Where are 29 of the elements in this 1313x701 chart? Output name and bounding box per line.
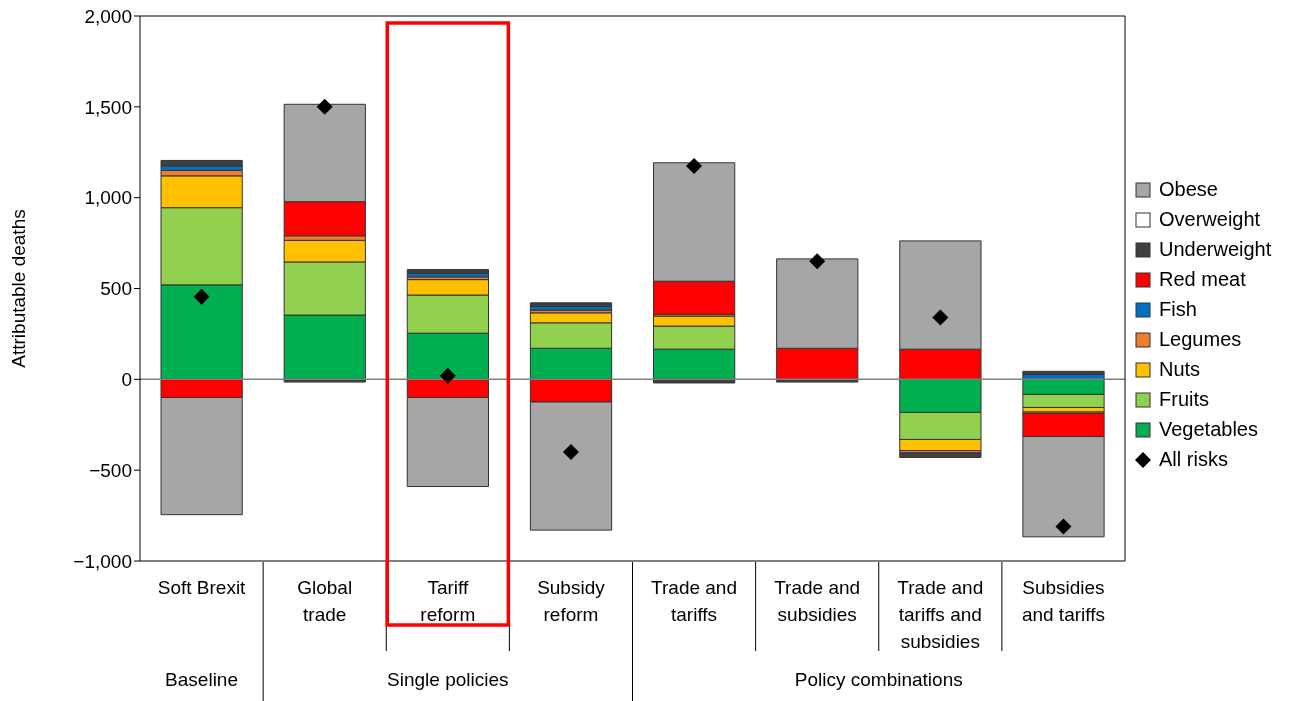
y-tick-label: 1,000 <box>84 187 132 209</box>
y-axis-title: Attributable deaths <box>7 209 29 368</box>
y-tick-label: −1,000 <box>73 550 132 572</box>
x-tick-label: Trade and subsidies <box>774 577 861 625</box>
text: Baseline <box>165 669 239 690</box>
legend-label: Legumes <box>1159 328 1242 351</box>
y-tick-label: 1,500 <box>84 96 132 118</box>
legend-label: Underweight <box>1159 238 1272 261</box>
x-tick-label: Trade and tariffs <box>651 577 738 625</box>
text: Policy combinations <box>794 669 963 690</box>
x-tick-label: Trade and tariffs and subsidies <box>897 577 984 652</box>
y-tick-label: 500 <box>100 278 132 300</box>
legend-label: Overweight <box>1159 208 1261 231</box>
y-tick-label: −500 <box>89 459 132 481</box>
legend-label: Vegetables <box>1159 418 1258 441</box>
x-tick-label: Subsidy reform <box>537 577 606 625</box>
y-tick-label: 2,000 <box>84 5 132 27</box>
legend-label: Obese <box>1159 178 1218 201</box>
legend-label: All risks <box>1159 448 1228 471</box>
x-tick-label: Tariff reform <box>420 577 476 625</box>
text: Single policies <box>387 669 509 690</box>
x-tick-label: Soft Brexit <box>157 577 247 598</box>
x-tick-label: Global trade <box>297 577 353 625</box>
legend-label: Red meat <box>1159 268 1246 291</box>
x-tick-label: Subsidies and tariffs <box>1021 577 1105 625</box>
legend-label: Nuts <box>1159 358 1201 381</box>
legend-label: Fish <box>1159 298 1197 321</box>
y-tick-label: 0 <box>121 369 132 391</box>
legend-label: Fruits <box>1159 388 1209 411</box>
